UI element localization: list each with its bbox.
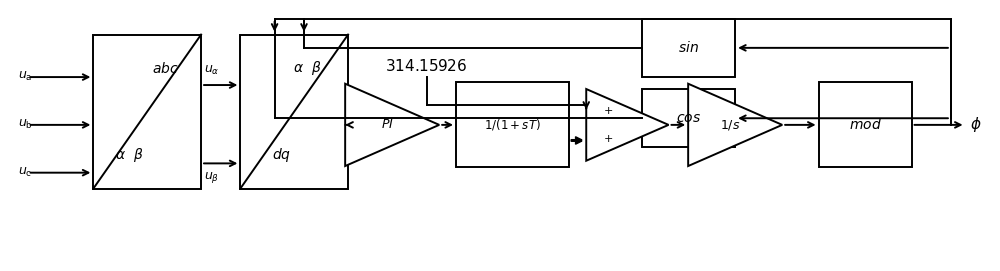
Text: $\alpha\ \ \beta$: $\alpha\ \ \beta$ <box>115 146 143 164</box>
Polygon shape <box>345 84 439 166</box>
Text: +: + <box>604 106 614 116</box>
Bar <box>642 19 735 77</box>
Text: $abc$: $abc$ <box>152 61 179 76</box>
Text: $u_{\rm b}$: $u_{\rm b}$ <box>18 118 33 131</box>
Text: $dq$: $dq$ <box>272 146 291 164</box>
Bar <box>642 89 735 147</box>
Bar <box>240 35 348 189</box>
Text: $PI$: $PI$ <box>381 118 394 131</box>
Bar <box>818 82 912 167</box>
Text: $u_\alpha$: $u_\alpha$ <box>204 64 220 77</box>
Bar <box>93 35 201 189</box>
Text: $sin$: $sin$ <box>678 40 699 55</box>
Polygon shape <box>586 89 669 161</box>
Text: $u_{\rm c}$: $u_{\rm c}$ <box>18 166 32 179</box>
Text: $\phi$: $\phi$ <box>970 115 982 134</box>
Text: $1/s$: $1/s$ <box>720 118 741 132</box>
Text: $u_{\rm a}$: $u_{\rm a}$ <box>18 70 32 83</box>
Text: $314.15926$: $314.15926$ <box>385 59 468 75</box>
Text: $u_\beta$: $u_\beta$ <box>204 170 219 185</box>
Text: $cos$: $cos$ <box>676 111 701 125</box>
Text: +: + <box>604 134 614 144</box>
Text: $\alpha\ \ \beta$: $\alpha\ \ \beta$ <box>293 59 321 78</box>
Text: $mod$: $mod$ <box>849 117 881 132</box>
Bar <box>456 82 569 167</box>
Text: $1/(1+sT)$: $1/(1+sT)$ <box>484 117 541 132</box>
Polygon shape <box>688 84 782 166</box>
